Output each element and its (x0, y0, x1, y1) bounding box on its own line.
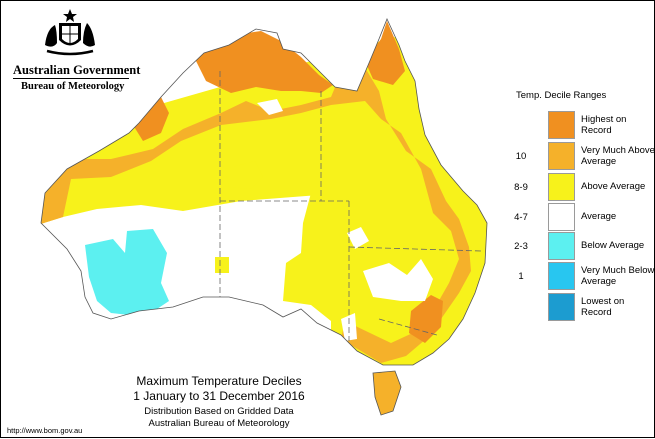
legend-swatch (548, 293, 575, 321)
legend-label: Very Much Above Average (581, 145, 655, 167)
region-above-average-interior (225, 161, 263, 189)
government-name: Australian Government (13, 63, 141, 77)
legend-item-above-average: 8-9 Above Average (1, 173, 655, 203)
legend-label: Very Much Below Average (581, 265, 655, 287)
border-qld-nsw (348, 246, 482, 252)
legend-range: 10 (515, 151, 527, 162)
region-average-sa-patch (347, 227, 369, 249)
legend-swatch (548, 203, 575, 231)
coat-of-arms-icon (45, 9, 95, 56)
legend-item-lowest-on-record: Lowest on Record (1, 293, 655, 323)
legend-range: 4-7 (514, 212, 528, 223)
logo-divider (13, 78, 129, 79)
legend-swatch (548, 142, 575, 170)
legend-label: Above Average (581, 181, 646, 192)
bom-logo: Australian Government Bureau of Meteorol… (7, 7, 140, 93)
region-highest-on-record-southeast (409, 295, 443, 343)
legend-title: Temp. Decile Ranges (516, 90, 607, 101)
region-average-arnhem (257, 99, 283, 115)
region-average-murray (363, 259, 433, 301)
legend-swatch (548, 232, 575, 260)
source-url: http://www.bom.gov.au (7, 426, 83, 435)
legend-item-below-average: 2-3 Below Average (1, 232, 655, 262)
legend-item-highest-on-record: Highest on Record (1, 111, 655, 141)
map-title: Maximum Temperature Deciles (136, 374, 302, 388)
map-source: Australian Bureau of Meteorology (148, 418, 290, 429)
legend-label: Average (581, 211, 617, 222)
legend-item-very-much-below-average: 1 Very Much Below Average (1, 262, 655, 292)
legend-range: 8-9 (514, 182, 528, 193)
legend-item-average: 4-7 Average (1, 203, 655, 233)
region-above-average-nullarbor (215, 257, 229, 273)
legend-swatch (548, 262, 575, 290)
region-below-average (85, 229, 169, 315)
tasmania (372, 370, 402, 416)
legend-item-very-much-above-average: 10 Very Much Above Average (1, 142, 655, 172)
map-period: 1 January to 31 December 2016 (133, 389, 305, 403)
map-method-note: Distribution Based on Gridded Data (144, 406, 294, 417)
legend-range: 2-3 (514, 241, 528, 252)
legend-range: 1 (518, 271, 524, 282)
legend-label: Lowest on Record (581, 296, 625, 318)
region-highest-on-record-kimberley (196, 31, 333, 93)
legend-swatch (548, 173, 575, 201)
region-highest-on-record-cape-york (365, 21, 405, 85)
legend-swatch (548, 111, 575, 139)
legend-label: Highest on Record (581, 114, 627, 136)
region-above-average (41, 19, 487, 365)
state-borders (219, 71, 482, 341)
bureau-name: Bureau of Meteorology (21, 81, 125, 92)
legend-label: Below Average (581, 240, 645, 251)
border-nsw-vic (378, 318, 438, 336)
mainland-coastline (40, 17, 488, 366)
